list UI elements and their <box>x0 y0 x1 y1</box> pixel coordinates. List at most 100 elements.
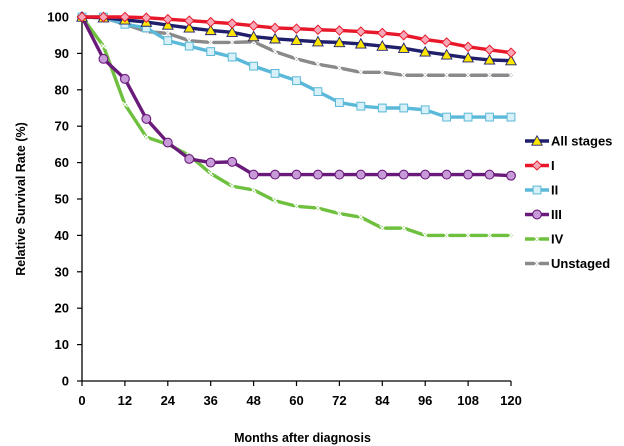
data-point <box>484 44 495 56</box>
data-point <box>293 55 300 62</box>
data-point <box>505 47 517 58</box>
x-tick-label: 12 <box>118 393 132 408</box>
data-point <box>397 42 410 53</box>
data-point <box>398 169 409 180</box>
data-point <box>440 48 453 60</box>
data-point <box>400 72 407 79</box>
data-point <box>247 30 260 42</box>
data-point <box>507 72 515 79</box>
data-point <box>141 12 152 24</box>
data-point <box>507 232 515 239</box>
data-point <box>441 169 452 180</box>
data-point <box>292 76 301 86</box>
legend-swatch-marker <box>532 185 542 195</box>
data-point <box>379 225 386 232</box>
data-point <box>420 105 430 115</box>
data-point <box>270 69 280 78</box>
series-iv <box>78 13 515 239</box>
data-point <box>462 41 474 53</box>
data-point <box>227 156 238 167</box>
data-point <box>143 134 150 141</box>
legend-item: II <box>525 183 558 198</box>
y-tick-label: 80 <box>55 82 69 97</box>
x-tick-label: 36 <box>203 393 217 408</box>
data-point <box>312 24 324 36</box>
data-point <box>420 169 431 180</box>
data-point <box>248 169 259 180</box>
data-point <box>311 35 324 47</box>
data-point <box>314 205 321 212</box>
data-point <box>506 112 516 122</box>
data-point <box>336 210 343 217</box>
legend-swatch-marker <box>532 209 542 220</box>
y-axis-ticks: 0 10 20 30 40 50 60 70 80 90 100 <box>47 10 82 389</box>
data-point <box>229 39 236 46</box>
y-tick-label: 70 <box>55 119 69 134</box>
data-point <box>463 112 473 122</box>
data-point <box>400 225 407 232</box>
series-layer <box>76 10 517 239</box>
data-point <box>207 170 214 177</box>
x-tick-label: 72 <box>332 393 346 408</box>
data-point <box>376 27 388 39</box>
data-point <box>333 36 346 48</box>
data-point <box>272 197 279 204</box>
x-tick-label: 96 <box>418 393 432 408</box>
data-point <box>483 53 496 65</box>
data-point <box>272 48 279 55</box>
legend-item: Unstaged <box>525 256 610 271</box>
data-point <box>229 183 236 190</box>
data-point <box>293 203 300 210</box>
data-point <box>100 43 107 50</box>
data-point <box>486 72 493 79</box>
data-point <box>443 72 450 79</box>
x-tick-label: 60 <box>289 393 303 408</box>
data-point <box>226 26 239 37</box>
data-point <box>183 21 196 33</box>
data-point <box>355 169 366 180</box>
legend-label: All stages <box>551 134 612 149</box>
data-point <box>270 169 280 180</box>
data-point <box>506 170 516 181</box>
x-tick-label: 0 <box>78 393 85 408</box>
data-point <box>399 103 409 113</box>
data-point <box>226 18 238 29</box>
data-point <box>98 11 109 23</box>
data-point <box>227 52 237 62</box>
data-point <box>76 11 88 23</box>
data-point <box>398 29 410 41</box>
legend-item: IV <box>525 232 564 247</box>
y-tick-label: 0 <box>62 374 69 389</box>
series-all-stages <box>76 10 517 66</box>
data-point <box>205 157 216 168</box>
data-point <box>290 34 303 45</box>
data-point <box>484 169 495 180</box>
data-point <box>357 69 364 76</box>
y-tick-label: 20 <box>55 301 69 316</box>
data-point <box>334 169 345 180</box>
x-tick-label: 120 <box>500 393 522 408</box>
data-point <box>313 87 323 97</box>
data-point <box>119 73 130 84</box>
data-point <box>291 23 302 34</box>
data-point <box>207 39 214 46</box>
data-point <box>442 112 452 122</box>
data-point <box>379 69 386 76</box>
data-point <box>355 26 367 37</box>
data-point <box>377 103 387 113</box>
data-point <box>314 61 321 68</box>
legend-label: I <box>551 158 555 173</box>
y-tick-label: 30 <box>55 264 69 279</box>
data-point <box>291 169 302 180</box>
plot-axes <box>81 17 511 382</box>
legend-swatch-marker <box>533 235 541 243</box>
series-iii <box>77 12 516 181</box>
x-tick-label: 48 <box>246 393 260 408</box>
y-tick-label: 100 <box>47 10 69 25</box>
data-point <box>422 232 429 239</box>
data-point <box>465 72 472 79</box>
legend-label: IV <box>551 232 564 247</box>
data-point <box>441 37 452 48</box>
y-tick-label: 90 <box>55 46 69 61</box>
